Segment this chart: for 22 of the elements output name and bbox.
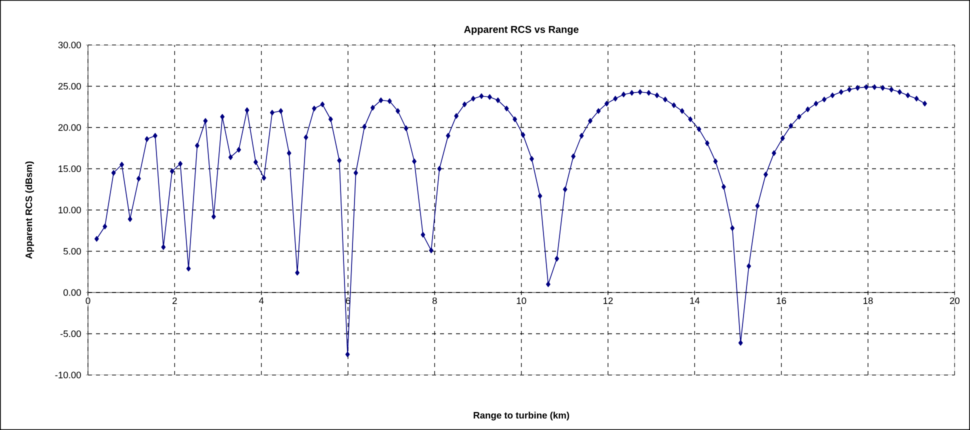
x-tick-label: 4 [258, 297, 264, 304]
x-tick-label: 12 [604, 297, 613, 304]
x-tick-label: 0 [86, 297, 90, 304]
y-tick-label: 0.00 [63, 289, 81, 296]
y-tick-label: 20.00 [58, 124, 81, 131]
x-tick-label: 8 [432, 297, 437, 304]
x-axis-title: Range to turbine (km) [474, 412, 570, 420]
y-tick-label: 25.00 [58, 82, 81, 90]
y-tick-label: -5.00 [60, 330, 81, 338]
y-tick-label: 10.00 [58, 206, 81, 214]
x-tick-label: 2 [172, 297, 177, 304]
x-tick-label: 18 [864, 297, 873, 304]
y-tick-label: 5.00 [64, 248, 81, 255]
y-tick-label: 15.00 [58, 165, 81, 172]
y-axis-title: Apparent RCS (dBsm) [25, 161, 34, 259]
x-tick-label: 14 [690, 297, 700, 304]
chart-title: Apparent RCS vs Range [464, 26, 579, 35]
y-tick-label: 30.00 [58, 42, 81, 48]
x-tick-label: 16 [776, 297, 786, 304]
x-tick-label: 20 [950, 297, 960, 304]
x-tick-label: 10 [516, 297, 526, 304]
y-tick-label: -10.00 [55, 372, 81, 378]
